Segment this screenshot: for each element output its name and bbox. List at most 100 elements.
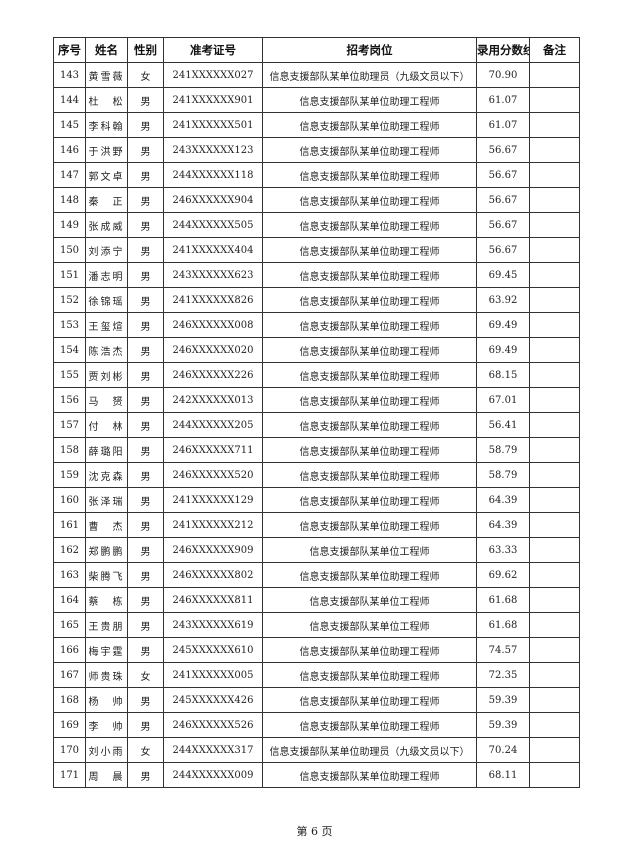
cell-gender: 男 [127, 612, 164, 638]
header-index: 序号 [53, 37, 86, 63]
table-row: 152 徐锦瑶男 241XXXXXX826 信息支援部队某单位助理工程师 63.92 [53, 287, 580, 313]
cell-gender: 男 [127, 387, 164, 413]
cell-exam-id: 245XXXXXX610 [163, 637, 263, 663]
cell-index: 162 [53, 537, 86, 563]
cell-index: 146 [53, 137, 86, 163]
table-row: 168 杨 帅男 245XXXXXX426 信息支援部队某单位助理工程师 59.39 [53, 687, 580, 713]
cell-exam-id: 243XXXXXX123 [163, 137, 263, 163]
header-name: 姓名 [85, 37, 128, 63]
cell-exam-id: 246XXXXXX904 [163, 187, 263, 213]
cell-gender: 男 [127, 237, 164, 263]
cell-gender: 男 [127, 137, 164, 163]
cell-position: 信息支援部队某单位助理工程师 [262, 712, 477, 738]
cell-name: 师贵珠 [85, 662, 128, 688]
cell-remark [529, 512, 580, 538]
cell-exam-id: 241XXXXXX027 [163, 62, 263, 88]
table-row: 158 薛璐阳男 246XXXXXX711 信息支援部队某单位助理工程师 58.79 [53, 437, 580, 463]
cell-exam-id: 246XXXXXX802 [163, 562, 263, 588]
cell-remark [529, 162, 580, 188]
cell-name: 刘添宁 [85, 237, 128, 263]
cell-name: 李科翰 [85, 112, 128, 138]
table-row: 154 陈浩杰男 246XXXXXX020 信息支援部队某单位助理工程师 69.49 [53, 337, 580, 363]
cell-index: 163 [53, 562, 86, 588]
cell-gender: 男 [127, 437, 164, 463]
cell-score: 58.79 [476, 462, 530, 488]
cell-index: 147 [53, 162, 86, 188]
cell-position: 信息支援部队某单位助理工程师 [262, 487, 477, 513]
cell-score: 63.92 [476, 287, 530, 313]
cell-score: 61.68 [476, 612, 530, 638]
cell-index: 159 [53, 462, 86, 488]
table-row: 144 杜 松男 241XXXXXX901 信息支援部队某单位助理工程师 61.07 [53, 87, 580, 113]
cell-score: 69.49 [476, 312, 530, 338]
cell-position: 信息支援部队某单位助理工程师 [262, 437, 477, 463]
cell-name: 于洪野 [85, 137, 128, 163]
cell-score: 68.15 [476, 362, 530, 388]
cell-remark [529, 287, 580, 313]
cell-name: 徐锦瑶 [85, 287, 128, 313]
table-row: 162 郑鹏鹏男 246XXXXXX909 信息支援部队某单位工程师 63.33 [53, 537, 580, 563]
cell-position: 信息支援部队某单位助理工程师 [262, 412, 477, 438]
cell-exam-id: 244XXXXXX009 [163, 762, 263, 788]
table-row: 156 马 赟男 242XXXXXX013 信息支援部队某单位助理工程师 67.01 [53, 387, 580, 413]
cell-exam-id: 241XXXXXX129 [163, 487, 263, 513]
cell-gender: 女 [127, 662, 164, 688]
cell-exam-id: 245XXXXXX426 [163, 687, 263, 713]
cell-position: 信息支援部队某单位工程师 [262, 537, 477, 563]
cell-name: 张成威 [85, 212, 128, 238]
cell-name: 陈浩杰 [85, 337, 128, 363]
cell-exam-id: 241XXXXXX005 [163, 662, 263, 688]
table-row: 171 周 晨男 244XXXXXX009 信息支援部队某单位助理工程师 68.11 [53, 762, 580, 788]
cell-gender: 男 [127, 687, 164, 713]
header-position: 招考岗位 [262, 37, 477, 63]
cell-score: 74.57 [476, 637, 530, 663]
cell-name: 张泽瑞 [85, 487, 128, 513]
cell-index: 167 [53, 662, 86, 688]
cell-position: 信息支援部队某单位助理工程师 [262, 187, 477, 213]
table-row: 150 刘添宁男 241XXXXXX404 信息支援部队某单位助理工程师 56.67 [53, 237, 580, 263]
cell-index: 149 [53, 212, 86, 238]
cell-remark [529, 187, 580, 213]
cell-name: 杜 松 [85, 87, 128, 113]
cell-position: 信息支援部队某单位助理工程师 [262, 562, 477, 588]
cell-gender: 女 [127, 737, 164, 763]
cell-name: 梅宇霆 [85, 637, 128, 663]
cell-name: 王玺煊 [85, 312, 128, 338]
cell-name: 柴腾飞 [85, 562, 128, 588]
cell-exam-id: 241XXXXXX501 [163, 112, 263, 138]
header-gender: 性别 [127, 37, 164, 63]
table-row: 153 王玺煊男 246XXXXXX008 信息支援部队某单位助理工程师 69.49 [53, 312, 580, 338]
cell-score: 64.39 [476, 487, 530, 513]
cell-exam-id: 244XXXXXX505 [163, 212, 263, 238]
table-row: 159 沈克森男 246XXXXXX520 信息支援部队某单位助理工程师 58.79 [53, 462, 580, 488]
table-row: 164 蔡 栋男 246XXXXXX811 信息支援部队某单位工程师 61.68 [53, 587, 580, 613]
cell-position: 信息支援部队某单位助理工程师 [262, 262, 477, 288]
cell-position: 信息支援部队某单位助理工程师 [262, 312, 477, 338]
cell-remark [529, 762, 580, 788]
cell-index: 145 [53, 112, 86, 138]
cell-score: 69.49 [476, 337, 530, 363]
cell-name: 沈克森 [85, 462, 128, 488]
cell-remark [529, 562, 580, 588]
header-exam-id: 准考证号 [163, 37, 263, 63]
cell-exam-id: 243XXXXXX619 [163, 612, 263, 638]
cell-exam-id: 246XXXXXX226 [163, 362, 263, 388]
cell-exam-id: 246XXXXXX008 [163, 312, 263, 338]
cell-score: 64.39 [476, 512, 530, 538]
cell-remark [529, 687, 580, 713]
table-row: 169 李 帅男 246XXXXXX526 信息支援部队某单位助理工程师 59.39 [53, 712, 580, 738]
header-score: 录用分数线 [476, 37, 530, 63]
cell-index: 152 [53, 287, 86, 313]
cell-index: 164 [53, 587, 86, 613]
cell-name: 李 帅 [85, 712, 128, 738]
cell-score: 61.07 [476, 87, 530, 113]
cell-name: 薛璐阳 [85, 437, 128, 463]
cell-remark [529, 137, 580, 163]
cell-gender: 男 [127, 312, 164, 338]
cell-position: 信息支援部队某单位助理工程师 [262, 237, 477, 263]
cell-index: 148 [53, 187, 86, 213]
cell-name: 潘志明 [85, 262, 128, 288]
cell-remark [529, 387, 580, 413]
cell-index: 153 [53, 312, 86, 338]
cell-gender: 男 [127, 412, 164, 438]
